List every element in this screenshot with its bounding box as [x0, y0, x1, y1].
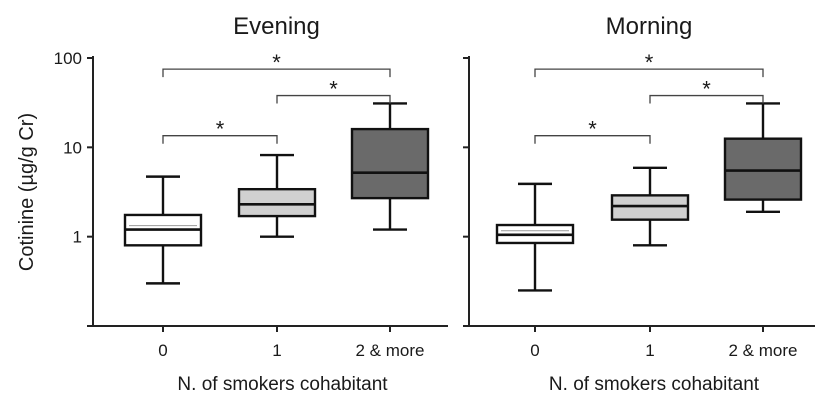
- y-tick-label-0: 1: [73, 228, 82, 247]
- x-tick-label-1-1: 1: [645, 341, 654, 360]
- panel-title-0: Evening: [233, 13, 320, 40]
- significance-star-0-1: *: [329, 77, 338, 102]
- x-tick-label-0-2: 2 & more: [356, 341, 425, 360]
- y-tick-label-2: 100: [54, 49, 82, 68]
- x-axis-label-1: N. of smokers cohabitant: [549, 374, 760, 395]
- significance-bracket-0-1: [276, 94, 391, 104]
- x-tick-label-1-0: 0: [530, 341, 539, 360]
- significance-bracket-0-0: [162, 135, 278, 144]
- significance-star-0-2: *: [272, 50, 281, 75]
- x-tick-label-1-2: 2 & more: [729, 341, 798, 360]
- significance-bracket-1-0: [534, 135, 651, 144]
- box-0-1: [237, 187, 317, 218]
- significance-star-1-0: *: [588, 117, 597, 142]
- y-tick-label-1: 10: [63, 138, 82, 157]
- box-0-2: [350, 127, 430, 200]
- significance-bracket-0-2: [162, 68, 391, 78]
- significance-star-0-0: *: [216, 117, 225, 142]
- panel-title-1: Morning: [606, 13, 693, 40]
- x-tick-label-0-0: 0: [158, 341, 167, 360]
- significance-bracket-1-1: [649, 94, 764, 104]
- significance-star-1-2: *: [645, 50, 654, 75]
- significance-star-1-1: *: [702, 77, 711, 102]
- box-1-1: [610, 194, 690, 221]
- significance-bracket-1-2: [534, 68, 764, 78]
- x-tick-label-0-1: 1: [272, 341, 281, 360]
- x-axis-label-0: N. of smokers cohabitant: [177, 374, 388, 395]
- y-axis-label: Cotinine (µg/g Cr): [16, 113, 38, 271]
- box-1-2: [723, 137, 803, 201]
